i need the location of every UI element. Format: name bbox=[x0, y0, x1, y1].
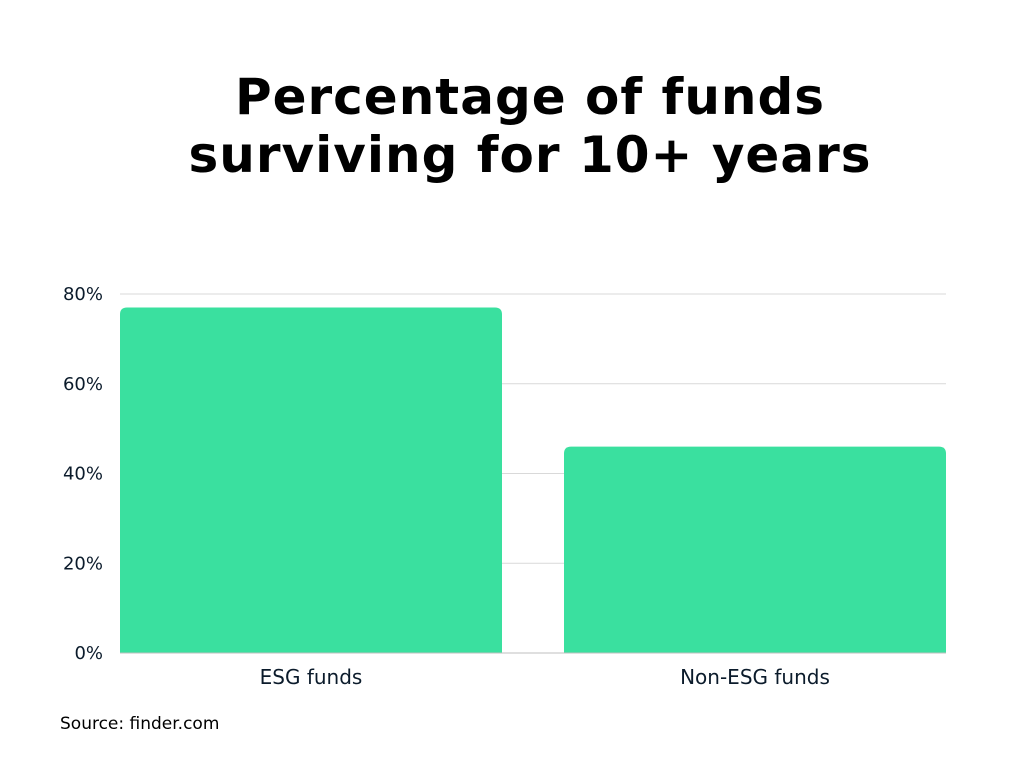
y-tick-label-0: 0% bbox=[74, 643, 103, 664]
y-tick-label-40: 40% bbox=[63, 464, 103, 485]
y-tick-label-20: 20% bbox=[63, 553, 103, 574]
chart-title-line-2: surviving for 10+ years bbox=[188, 126, 872, 184]
bar-esg-funds bbox=[120, 307, 502, 653]
chart-title: Percentage of funds surviving for 10+ ye… bbox=[0, 68, 1024, 184]
y-tick-label-60: 60% bbox=[63, 374, 103, 395]
bar-non-esg-funds bbox=[564, 446, 946, 653]
x-category-label-0: ESG funds bbox=[260, 665, 363, 689]
y-tick-label-80: 80% bbox=[63, 284, 103, 305]
x-category-label-1: Non-ESG funds bbox=[680, 665, 830, 689]
source-note: Source: finder.com bbox=[60, 714, 220, 734]
chart-title-line-1: Percentage of funds bbox=[234, 68, 826, 126]
